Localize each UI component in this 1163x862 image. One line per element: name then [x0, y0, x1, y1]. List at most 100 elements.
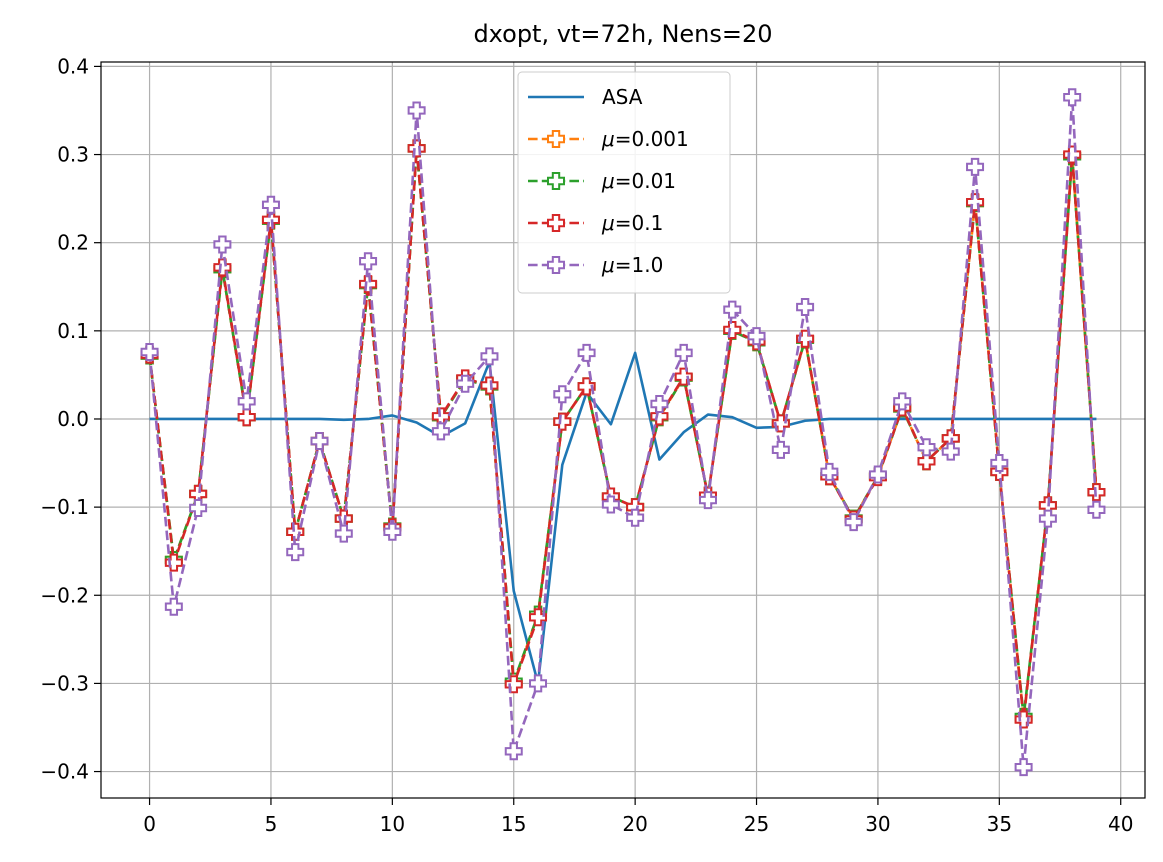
legend-label-prefix: μ — [601, 127, 615, 151]
data-point — [917, 438, 936, 457]
legend-label-value: =0.001 — [615, 127, 689, 151]
data-point — [1014, 758, 1033, 777]
x-tick-label: 10 — [380, 812, 405, 836]
x-tick-label: 20 — [622, 812, 647, 836]
data-point — [529, 674, 548, 693]
x-tick-label: 40 — [1108, 812, 1133, 836]
data-point — [480, 376, 499, 395]
data-point — [941, 442, 960, 461]
data-point — [140, 342, 159, 361]
x-tick-label: 0 — [143, 812, 156, 836]
x-tick-label: 5 — [265, 812, 278, 836]
data-point — [286, 543, 305, 562]
data-point — [723, 320, 742, 339]
y-tick-label: 0.0 — [57, 407, 89, 431]
data-point — [407, 139, 426, 158]
data-point — [1063, 88, 1082, 107]
data-point — [1087, 500, 1106, 519]
legend-label-value: =1.0 — [615, 253, 664, 277]
data-point — [237, 392, 256, 411]
data-point — [626, 508, 645, 527]
data-point — [213, 235, 232, 254]
y-tick-label: −0.2 — [40, 583, 89, 607]
series-4 — [140, 88, 1106, 777]
y-tick-label: −0.1 — [40, 495, 89, 519]
data-point — [310, 432, 329, 451]
y-tick-label: 0.3 — [57, 143, 89, 167]
data-point — [164, 597, 183, 616]
legend-label-prefix: ASA — [602, 85, 643, 109]
x-tick-label: 35 — [987, 812, 1012, 836]
data-point — [431, 422, 450, 441]
data-point — [796, 298, 815, 317]
legend-marker — [547, 214, 565, 232]
data-point — [577, 343, 596, 362]
data-point — [504, 742, 523, 761]
y-tick-label: 0.4 — [57, 54, 89, 78]
data-point — [771, 440, 790, 459]
legend-label-value: =0.01 — [615, 169, 676, 193]
data-point — [844, 513, 863, 532]
data-point — [868, 465, 887, 484]
legend-marker — [547, 130, 565, 148]
data-point — [698, 491, 717, 510]
axis-ticks: 0 5 10 15 20 25 30 35 40 −0.4 −0.3 −0.2 −0.1 0.0 0.1 0.… — [40, 54, 1133, 836]
data-point — [189, 499, 208, 518]
legend-label: μ=0.001 — [601, 127, 689, 151]
chart-title: dxopt, vt=72h, Nens=20 — [473, 20, 772, 48]
legend-marker — [547, 256, 565, 274]
legend-label: ASA — [602, 85, 643, 109]
data-point — [359, 252, 378, 271]
series-0 — [149, 351, 1097, 685]
plot-frame — [100, 61, 1146, 799]
x-tick-label: 30 — [865, 812, 890, 836]
grid — [101, 62, 1145, 798]
legend-label-prefix: μ — [601, 253, 615, 277]
y-tick-label: −0.4 — [40, 760, 89, 784]
data-point — [553, 385, 572, 404]
data-point — [529, 608, 548, 627]
data-point — [674, 343, 693, 362]
data-point — [990, 454, 1009, 473]
data-point — [1038, 509, 1057, 528]
y-tick-label: 0.1 — [57, 319, 89, 343]
data-point — [1014, 710, 1033, 729]
data-point — [820, 462, 839, 481]
x-tick-label: 25 — [744, 812, 769, 836]
y-tick-label: −0.3 — [40, 671, 89, 695]
data-point — [917, 452, 936, 471]
data-point — [601, 495, 620, 514]
legend-label: μ=0.01 — [601, 169, 676, 193]
data-point — [650, 407, 669, 426]
data-point — [893, 392, 912, 411]
legend-label-prefix: μ — [601, 211, 615, 235]
legend-label-value: =0.1 — [615, 211, 664, 235]
legend-label-prefix: μ — [601, 169, 615, 193]
legend-box — [517, 71, 731, 294]
legend-label: μ=1.0 — [601, 253, 663, 277]
data-point — [674, 367, 693, 386]
data-point — [966, 157, 985, 176]
y-tick-label: 0.2 — [57, 231, 89, 255]
data-point — [723, 300, 742, 319]
series-line — [148, 147, 1098, 721]
data-point — [334, 524, 353, 543]
data-point — [480, 347, 499, 366]
data-point — [164, 553, 183, 572]
series-line — [148, 95, 1098, 769]
data-point — [577, 377, 596, 396]
series-line — [149, 351, 1097, 685]
legend-label: μ=0.1 — [601, 211, 663, 235]
series-lines — [140, 88, 1106, 777]
legend-marker — [547, 172, 565, 190]
data-point — [553, 412, 572, 431]
data-point — [407, 101, 426, 120]
data-point — [504, 675, 523, 694]
data-point — [650, 394, 669, 413]
data-point — [456, 374, 475, 393]
x-tick-label: 15 — [501, 812, 526, 836]
data-point — [261, 195, 280, 214]
data-point — [747, 327, 766, 346]
